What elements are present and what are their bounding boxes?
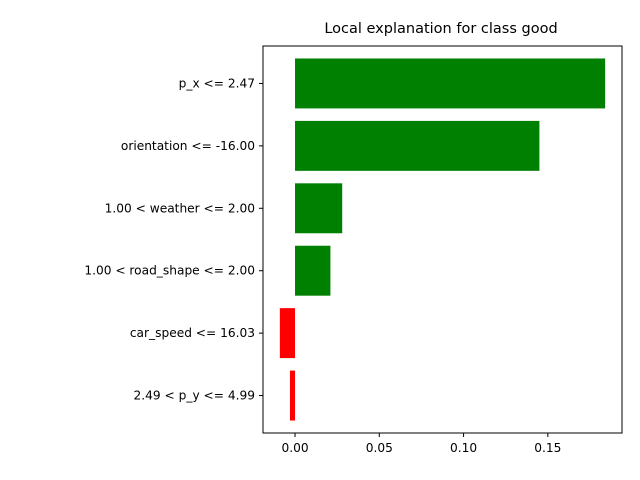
bar: [295, 58, 606, 109]
bar: [279, 308, 296, 359]
y-tick-label: orientation <= -16.00: [121, 139, 255, 153]
bar: [295, 120, 540, 171]
plot-frame: [262, 45, 623, 434]
x-tick-label: 0.15: [534, 441, 561, 455]
y-tick-label: 1.00 < weather <= 2.00: [105, 201, 255, 215]
y-tick-label: 2.49 < p_y <= 4.99: [134, 389, 255, 403]
bar: [295, 183, 343, 234]
x-tick-label: 0.00: [281, 441, 308, 455]
bar: [289, 370, 296, 421]
bar: [295, 245, 331, 296]
y-axis-ticks: p_x <= 2.47 orientation <= -16.00 1.00 < w…: [84, 76, 263, 403]
y-tick-label: car_speed <= 16.03: [130, 326, 255, 340]
x-axis-ticks: 0.00 0.05 0.10 0.15: [281, 433, 561, 455]
x-tick-label: 0.10: [450, 441, 477, 455]
y-tick-label: p_x <= 2.47: [179, 76, 255, 90]
chart-title: Local explanation for class good: [324, 21, 557, 37]
y-tick-label: 1.00 < road_shape <= 2.00: [84, 264, 255, 278]
bars-group: [279, 58, 606, 421]
x-tick-label: 0.05: [366, 441, 393, 455]
